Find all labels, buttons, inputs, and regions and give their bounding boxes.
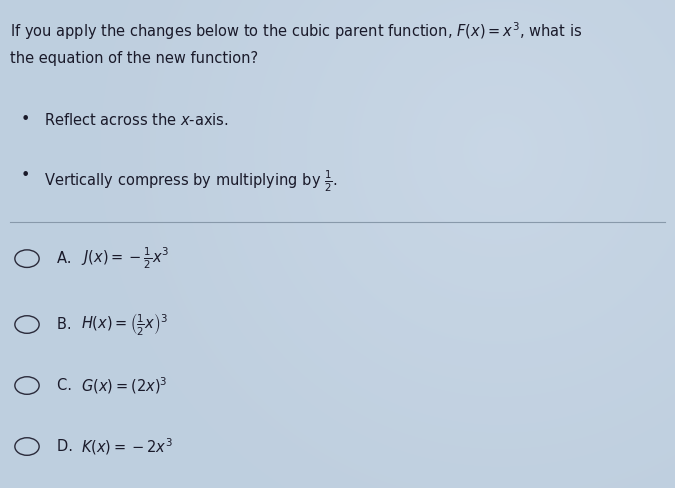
Text: •: • [20,168,30,183]
Text: A.: A. [57,251,76,266]
Text: $K(x) = -2x^3$: $K(x) = -2x^3$ [81,436,173,457]
Text: $G(x) = (2x)^3$: $G(x) = (2x)^3$ [81,375,167,396]
Text: Vertically compress by multiplying by $\frac{1}{2}$.: Vertically compress by multiplying by $\… [44,168,338,194]
Text: C.: C. [57,378,77,393]
Text: the equation of the new function?: the equation of the new function? [10,51,259,66]
Text: $H(x) = \left(\frac{1}{2}x\right)^3$: $H(x) = \left(\frac{1}{2}x\right)^3$ [81,311,167,338]
Text: D.: D. [57,439,78,454]
Text: $J(x) = -\frac{1}{2}x^3$: $J(x) = -\frac{1}{2}x^3$ [81,246,169,271]
Text: B.: B. [57,317,77,332]
Text: If you apply the changes below to the cubic parent function, $F(x)=x^3$, what is: If you apply the changes below to the cu… [10,20,583,42]
Text: Reflect across the $x$-axis.: Reflect across the $x$-axis. [44,112,229,128]
Text: •: • [20,112,30,127]
